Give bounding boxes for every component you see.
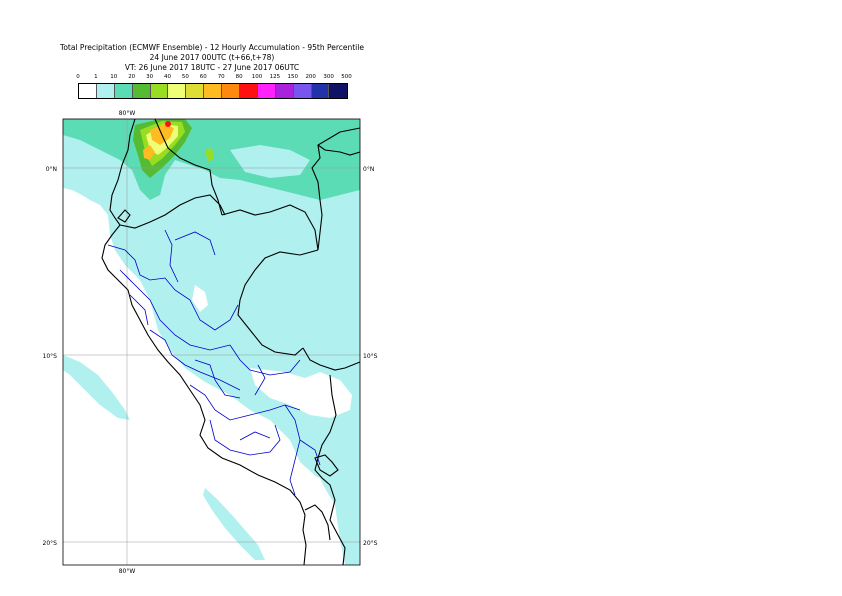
admin-border-14: [129, 294, 149, 326]
legend-swatch: [114, 84, 133, 98]
coastline: [101, 118, 307, 566]
legend-swatch: [240, 84, 258, 98]
legend-tick-label: 50: [181, 74, 189, 80]
legend-tick-label: 60: [199, 74, 207, 80]
legend-swatch: [329, 84, 348, 98]
legend-swatch: [150, 84, 169, 98]
bolivia-border: [314, 374, 346, 566]
admin-borders: [107, 229, 321, 496]
legend-color-bar: [78, 83, 349, 99]
admin-border-4: [149, 329, 241, 391]
colombia-peru-border: [221, 204, 319, 251]
graticule: [63, 119, 360, 565]
legend-swatch: [168, 84, 187, 98]
legend-tick-label: 0: [76, 74, 80, 80]
legend-tick-label: 300: [323, 74, 334, 80]
legend-tick-label: 40: [164, 74, 171, 80]
lake-titicaca: [314, 454, 339, 477]
legend-swatch: [96, 84, 115, 98]
legend-swatch: [79, 84, 97, 98]
lon-label-bottom: 80°W: [119, 568, 136, 575]
admin-border-12: [174, 231, 216, 256]
legend-swatch: [204, 84, 223, 98]
precip-core-red: [165, 121, 171, 127]
lat-label-20s-left: 20°S: [43, 540, 58, 547]
lat-label-10s-left: 10°S: [43, 353, 58, 360]
admin-border-6: [189, 384, 301, 421]
map-valid-time: VT: 26 June 2017 18UTC - 27 June 2017 06…: [124, 63, 300, 72]
venezuela-border: [317, 144, 361, 156]
precip-area-coast-2: [203, 488, 265, 560]
legend-tick-label: 1: [94, 74, 98, 80]
legend-tick-label: 80: [235, 74, 243, 80]
admin-border-10: [299, 439, 321, 466]
dry-area-southeast: [250, 368, 352, 418]
ecuador-coast-gulf: [117, 209, 131, 223]
map-frame: [62, 118, 361, 566]
dry-area-interior: [192, 285, 208, 312]
legend-tick-label: 10: [110, 74, 118, 80]
admin-border-1: [107, 244, 239, 331]
lat-label-20s-right: 20°S: [363, 540, 378, 547]
precip-area-medium-2: [230, 145, 310, 178]
legend-tick-label: 100: [251, 74, 263, 80]
precip-area-west: [63, 140, 110, 180]
lon-label-top: 80°W: [119, 110, 136, 117]
country-borders: [101, 118, 361, 566]
legend-tick-label: 200: [305, 74, 316, 80]
legend-tick-label: 30: [146, 74, 154, 80]
legend-swatch: [293, 84, 312, 98]
legend-tick-labels: 0 1 10 20 30 40 50 60 70 80 100 125 150 200 300 500: [72, 74, 354, 84]
legend-tick-label: 70: [217, 74, 225, 80]
legend-swatch: [275, 84, 294, 98]
admin-border-3: [119, 269, 231, 351]
legend-tick-label: 20: [128, 74, 136, 80]
legend-swatch: [132, 84, 151, 98]
lat-label-10s-right: 10°S: [363, 353, 378, 360]
precip-spot-east: [205, 148, 214, 162]
legend-swatch: [186, 84, 205, 98]
precip-area-light: [63, 119, 360, 565]
legend-swatch: [222, 84, 241, 98]
admin-border-9: [284, 404, 301, 496]
map-run-time: 24 June 2017 00UTC (t+66,t+78): [149, 53, 275, 62]
admin-border-13: [254, 364, 266, 396]
precip-area-coast-1: [63, 355, 130, 420]
admin-border-5: [229, 344, 301, 376]
lat-label-0-left: 0°N: [46, 166, 57, 173]
chile-bolivia-border: [304, 504, 331, 541]
legend-tick-label: 500: [341, 74, 352, 80]
precip-core-orange-2: [143, 145, 155, 160]
peru-bolivia-border: [302, 347, 361, 371]
colombia-ecuador-border: [154, 118, 223, 216]
legend-swatch: [311, 84, 330, 98]
legend-tick-label: 125: [269, 74, 281, 80]
precipitation-legend: 0 1 10 20 30 40 50 60 70 80 100 125 150 200 300 500: [72, 74, 354, 104]
legend-swatch: [257, 84, 276, 98]
peru-brazil-border: [237, 249, 319, 356]
admin-border-11: [194, 359, 241, 399]
admin-border-8: [239, 431, 271, 441]
admin-border-7: [209, 419, 281, 456]
map-title: Total Precipitation (ECMWF Ensemble) - 1…: [60, 43, 364, 52]
ecuador-peru-border: [119, 194, 226, 229]
map-title-block: Total Precipitation (ECMWF Ensemble) - 1…: [0, 43, 424, 73]
legend-tick-label: 150: [287, 74, 299, 80]
lat-label-0-right: 0°N: [363, 166, 374, 173]
admin-border-2: [164, 229, 179, 283]
precipitation-field: [63, 119, 360, 565]
colombia-brazil-border: [311, 127, 361, 251]
